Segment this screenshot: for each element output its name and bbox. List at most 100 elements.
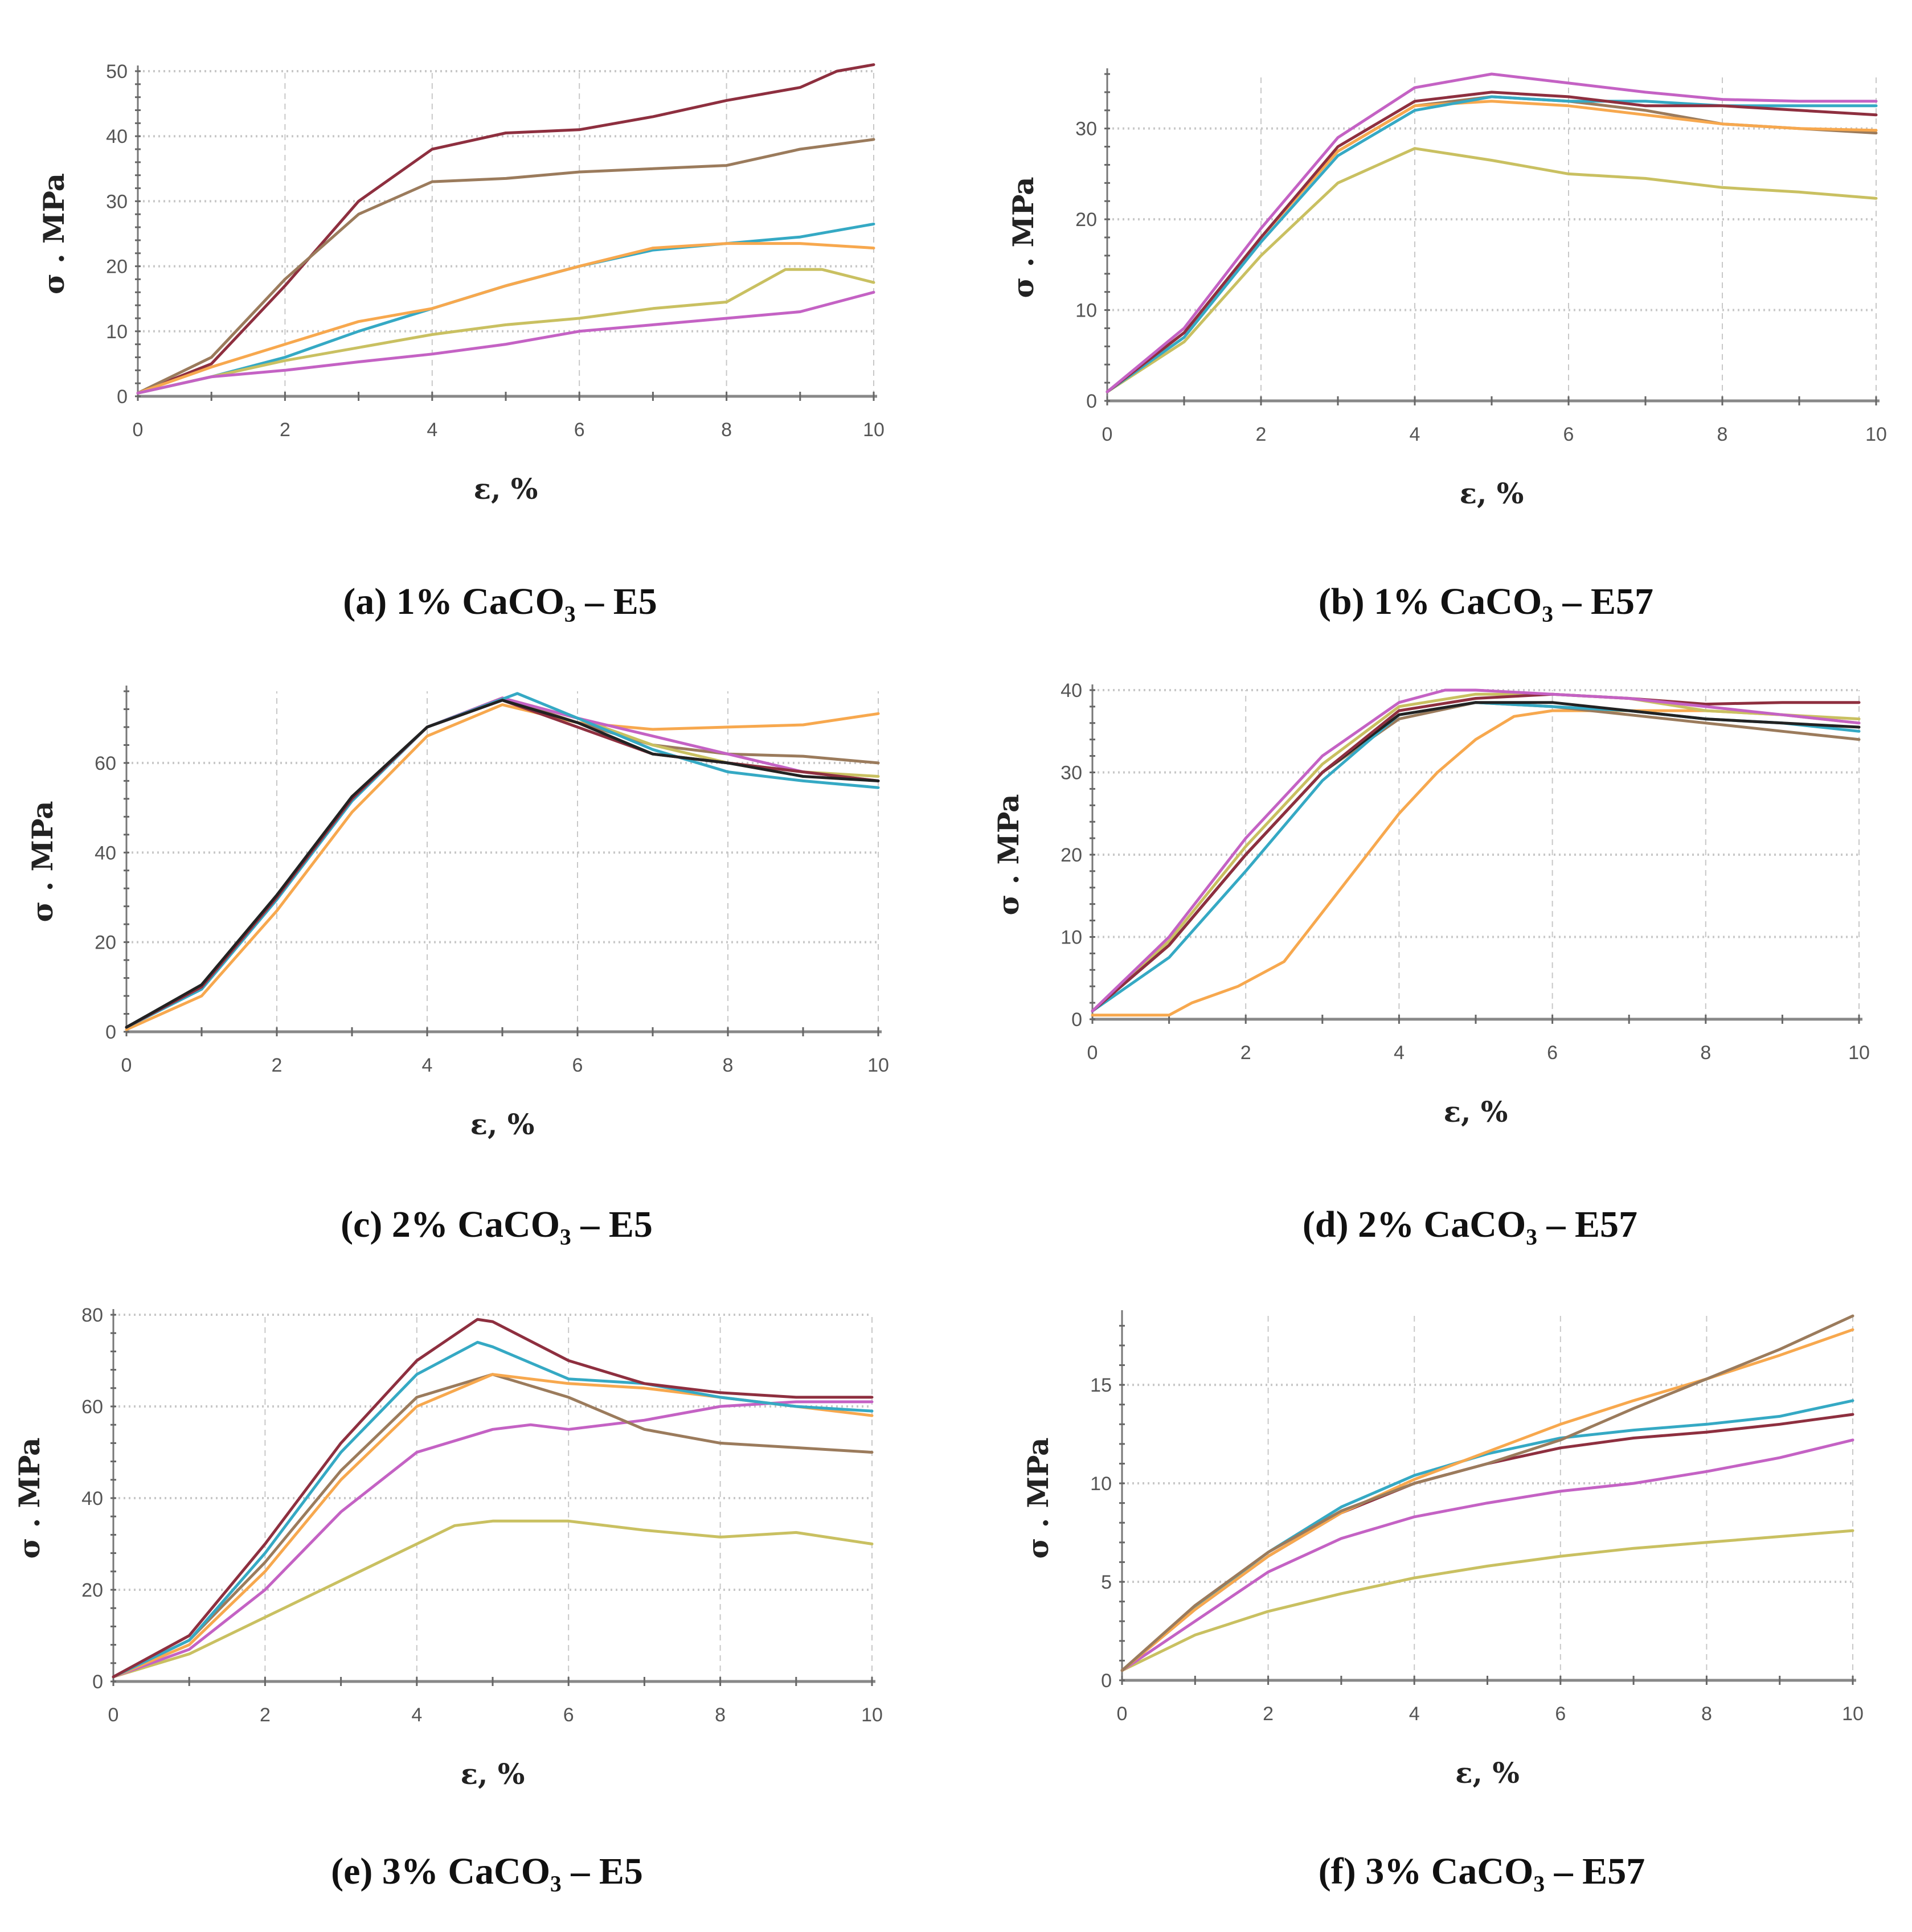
chart-caption: (d) 2% CaCO₃ – E57 xyxy=(1303,1204,1637,1245)
y-tick-label: 0 xyxy=(1071,1009,1082,1031)
y-tick-label: 20 xyxy=(106,256,128,278)
x-tick-label: 2 xyxy=(1263,1703,1274,1725)
x-tick-label: 6 xyxy=(563,1704,574,1726)
y-tick-label: 60 xyxy=(95,753,116,774)
series-line-orange xyxy=(1106,100,1878,393)
y-tick-label: 10 xyxy=(1075,300,1097,322)
x-tick-label: 10 xyxy=(1865,424,1887,445)
y-tick-label: 30 xyxy=(1061,762,1082,784)
y-tick-label: 0 xyxy=(1086,391,1097,412)
y-axis-label: σ . MPa xyxy=(37,173,71,294)
series-line-olive xyxy=(1106,147,1878,393)
x-tick-label: 2 xyxy=(280,419,290,441)
y-tick-label: 20 xyxy=(95,932,116,954)
y-tick-label: 50 xyxy=(106,61,128,83)
series-line-olive xyxy=(125,696,880,1029)
series-line-maroon xyxy=(125,699,880,1029)
x-tick-label: 2 xyxy=(1240,1042,1251,1064)
series-line-brown xyxy=(1091,701,1861,1012)
y-tick-label: 30 xyxy=(106,191,128,212)
x-tick-label: 6 xyxy=(574,419,585,441)
y-tick-label: 0 xyxy=(117,386,128,408)
y-tick-label: 30 xyxy=(1075,118,1097,140)
series-line-maroon xyxy=(1091,692,1861,1012)
y-tick-label: 40 xyxy=(106,126,128,147)
chart-panel-f: 0 2 4 6 8 10 0 5 10 15 ε, % σ . MPa (f) 3% CaCO₃ – E… xyxy=(1021,1310,1864,1892)
x-tick-label: 10 xyxy=(1842,1703,1864,1725)
y-tick-label: 5 xyxy=(1101,1572,1112,1593)
y-axis-label: σ . MPa xyxy=(1021,1437,1055,1558)
series-line-cyan xyxy=(1120,1399,1854,1672)
series-line-orange xyxy=(125,703,880,1031)
series-line-cyan xyxy=(1091,701,1861,1012)
series-line-maroon xyxy=(1106,91,1878,393)
chart-panel-e: 0 2 4 6 8 10 0 20 40 60 80 ε, % σ . MPa (e) 3% CaCO₃ … xyxy=(13,1305,883,1892)
chart-panel-d: 0 2 4 6 8 10 0 10 20 30 40 ε, % σ . MPa (d) 2% CaCO₃ … xyxy=(992,680,1870,1245)
x-tick-label: 4 xyxy=(411,1704,422,1726)
series-line-brown xyxy=(1106,95,1878,393)
x-tick-label: 2 xyxy=(260,1704,271,1726)
x-tick-label: 8 xyxy=(715,1704,726,1726)
series-line-brown xyxy=(112,1373,874,1679)
x-tick-label: 2 xyxy=(1256,424,1267,445)
series-line-orange xyxy=(1091,709,1861,1017)
series-line-black xyxy=(1091,701,1861,1012)
x-tick-label: 4 xyxy=(422,1055,433,1076)
x-tick-label: 4 xyxy=(1410,424,1420,445)
y-tick-label: 60 xyxy=(81,1396,103,1418)
chart-caption: (c) 2% CaCO₃ – E5 xyxy=(341,1204,653,1245)
y-tick-label: 20 xyxy=(1075,209,1097,231)
series-line-orange xyxy=(1120,1328,1854,1672)
x-tick-label: 2 xyxy=(272,1055,282,1076)
x-tick-label: 4 xyxy=(1409,1703,1420,1725)
series-line-olive xyxy=(112,1519,874,1679)
x-tick-label: 6 xyxy=(1555,1703,1566,1725)
x-tick-label: 0 xyxy=(108,1704,119,1726)
series-line-brown xyxy=(125,696,880,1029)
y-tick-label: 10 xyxy=(1090,1473,1112,1495)
x-tick-label: 8 xyxy=(1700,1042,1711,1064)
y-tick-label: 40 xyxy=(81,1488,103,1509)
x-tick-label: 6 xyxy=(572,1055,583,1076)
x-tick-label: 0 xyxy=(121,1055,132,1076)
series-line-black xyxy=(125,699,880,1029)
x-tick-label: 10 xyxy=(863,419,885,441)
x-tick-label: 0 xyxy=(1117,1703,1128,1725)
chart-caption: (b) 1% CaCO₃ – E57 xyxy=(1319,581,1653,622)
x-tick-label: 0 xyxy=(1087,1042,1098,1064)
series-line-cyan xyxy=(1106,95,1878,393)
y-tick-label: 10 xyxy=(106,321,128,343)
x-tick-label: 10 xyxy=(861,1704,883,1726)
series-line-magenta xyxy=(112,1400,874,1679)
y-tick-label: 10 xyxy=(1061,927,1082,949)
x-tick-label: 6 xyxy=(1547,1042,1558,1064)
x-tick-label: 8 xyxy=(1717,424,1728,445)
series-line-brown xyxy=(1120,1314,1854,1672)
x-axis-label: ε, % xyxy=(1455,1756,1520,1790)
y-tick-label: 0 xyxy=(1101,1670,1112,1692)
series-line-orange xyxy=(136,242,875,395)
x-axis-label: ε, % xyxy=(461,1757,525,1791)
chart-panel-a: 0 2 4 6 8 10 0 10 20 30 40 50 ε, % σ . MPa (a) 1% CaCO… xyxy=(37,61,885,622)
y-tick-label: 15 xyxy=(1090,1375,1112,1396)
x-axis-label: ε, % xyxy=(1460,477,1524,510)
x-tick-label: 6 xyxy=(1563,424,1574,445)
chart-caption: (e) 3% CaCO₃ – E5 xyxy=(331,1851,643,1892)
y-axis-label: σ . MPa xyxy=(1006,177,1040,298)
chart-caption: (a) 1% CaCO₃ – E5 xyxy=(343,581,657,622)
x-tick-label: 0 xyxy=(133,419,144,441)
x-tick-label: 4 xyxy=(427,419,437,441)
series-line-olive xyxy=(1120,1529,1854,1672)
series-line-maroon xyxy=(136,63,875,395)
series-line-magenta xyxy=(1106,72,1878,393)
series-line-magenta xyxy=(1120,1438,1854,1672)
y-tick-label: 20 xyxy=(81,1580,103,1601)
chart-panel-b: 0 2 4 6 8 10 0 10 20 30 ε, % σ . MPa (b) 1% CaCO₃ – … xyxy=(1006,68,1887,622)
series-line-olive xyxy=(136,268,875,395)
series-line-olive xyxy=(1091,692,1861,1012)
x-axis-label: ε, % xyxy=(1444,1095,1508,1129)
y-axis-label: σ . MPa xyxy=(992,794,1025,915)
series-line-orange xyxy=(112,1373,874,1679)
y-tick-label: 40 xyxy=(1061,680,1082,702)
